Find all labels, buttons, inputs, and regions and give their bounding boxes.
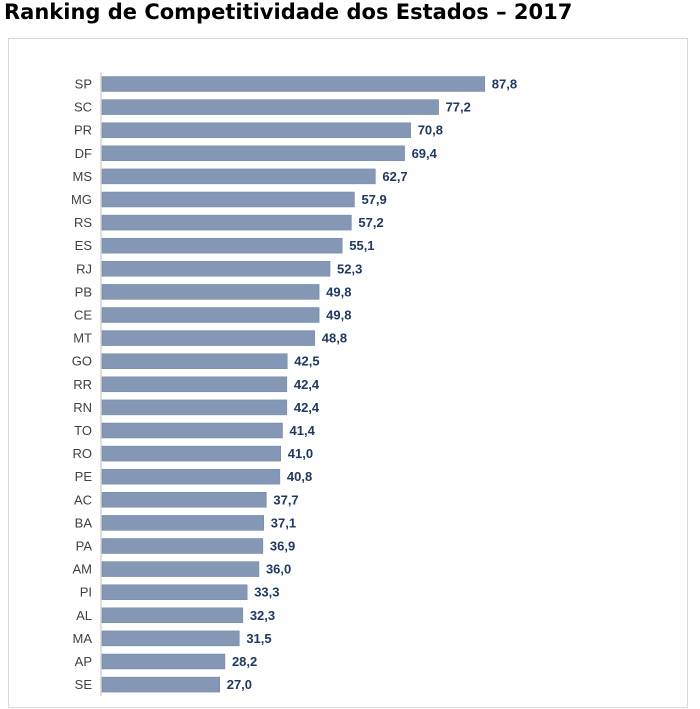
bar-df bbox=[101, 145, 405, 162]
category-label-es: ES bbox=[75, 238, 93, 253]
category-label-am: AM bbox=[73, 562, 93, 577]
value-label-rj: 52,3 bbox=[337, 261, 362, 276]
bar-pe bbox=[101, 468, 281, 485]
category-label-ap: AP bbox=[75, 654, 92, 669]
value-label-ap: 28,2 bbox=[232, 654, 257, 669]
value-label-sp: 87,8 bbox=[492, 77, 517, 92]
bar-mt bbox=[101, 330, 316, 346]
chart-title: Ranking de Competitividade dos Estados –… bbox=[4, 0, 573, 24]
bar-rj bbox=[101, 261, 331, 277]
bar-go bbox=[101, 353, 288, 369]
value-label-to: 41,4 bbox=[290, 423, 316, 438]
category-label-pr: PR bbox=[74, 123, 92, 138]
category-label-mt: MT bbox=[73, 331, 92, 346]
bar-ba bbox=[101, 515, 265, 531]
category-label-rj: RJ bbox=[76, 261, 92, 276]
bar-pr bbox=[101, 122, 411, 138]
category-label-go: GO bbox=[72, 354, 92, 369]
category-label-sp: SP bbox=[75, 77, 92, 92]
bar-to bbox=[101, 422, 283, 439]
category-label-ro: RO bbox=[73, 446, 93, 461]
value-label-es: 55,1 bbox=[349, 238, 374, 253]
bar-al bbox=[101, 607, 244, 624]
bar-pb bbox=[101, 284, 320, 300]
bar-sp bbox=[101, 76, 486, 92]
category-label-rs: RS bbox=[74, 215, 92, 230]
bar-ap bbox=[101, 653, 226, 670]
category-label-pe: PE bbox=[75, 469, 93, 484]
value-label-rr: 42,4 bbox=[294, 377, 320, 392]
value-label-rn: 42,4 bbox=[294, 400, 320, 415]
value-label-mg: 57,9 bbox=[361, 192, 386, 207]
category-label-mg: MG bbox=[71, 192, 92, 207]
value-label-pa: 36,9 bbox=[270, 539, 295, 554]
bar-sc bbox=[101, 99, 439, 115]
category-label-ce: CE bbox=[74, 308, 92, 323]
category-label-pi: PI bbox=[80, 585, 92, 600]
value-label-mt: 48,8 bbox=[322, 331, 347, 346]
category-label-ac: AC bbox=[74, 492, 92, 507]
value-label-pe: 40,8 bbox=[287, 469, 312, 484]
category-label-rr: RR bbox=[73, 377, 92, 392]
value-label-al: 32,3 bbox=[250, 608, 275, 623]
value-label-pi: 33,3 bbox=[254, 585, 279, 600]
bar-ms bbox=[101, 168, 376, 185]
value-label-pb: 49,8 bbox=[326, 284, 351, 299]
value-label-sc: 77,2 bbox=[446, 100, 471, 115]
value-label-rs: 57,2 bbox=[358, 215, 383, 230]
category-label-pb: PB bbox=[75, 284, 92, 299]
bar-se bbox=[101, 676, 220, 693]
value-label-df: 69,4 bbox=[412, 146, 438, 161]
category-label-se: SE bbox=[75, 677, 93, 692]
value-label-pr: 70,8 bbox=[418, 123, 443, 138]
category-label-ma: MA bbox=[73, 631, 93, 646]
bar-ce bbox=[101, 307, 320, 323]
value-label-ce: 49,8 bbox=[326, 308, 351, 323]
value-label-ms: 62,7 bbox=[382, 169, 407, 184]
bar-rr bbox=[101, 376, 288, 393]
category-label-ms: MS bbox=[73, 169, 93, 184]
bar-chart: SP 87,8 SC 77,2 PR 70,8 DF 69,4 MS 62,7 MG 57,9 RS 57… bbox=[71, 72, 517, 697]
bar-ac bbox=[101, 492, 267, 508]
value-label-ba: 37,1 bbox=[271, 515, 296, 530]
bar-ma bbox=[101, 630, 240, 647]
bar-es bbox=[101, 237, 343, 254]
category-label-al: AL bbox=[76, 608, 92, 623]
value-label-ma: 31,5 bbox=[246, 631, 271, 646]
value-label-am: 36,0 bbox=[266, 562, 291, 577]
value-label-se: 27,0 bbox=[227, 677, 252, 692]
category-label-sc: SC bbox=[74, 100, 92, 115]
bar-ro bbox=[101, 445, 282, 462]
value-label-go: 42,5 bbox=[294, 354, 319, 369]
category-label-df: DF bbox=[75, 146, 92, 161]
bar-rn bbox=[101, 399, 288, 416]
chart-panel: SP 87,8 SC 77,2 PR 70,8 DF 69,4 MS 62,7 MG 57,9 RS 57… bbox=[8, 38, 688, 708]
bar-pa bbox=[101, 538, 264, 554]
bar-mg bbox=[101, 191, 355, 208]
category-label-rn: RN bbox=[73, 400, 92, 415]
category-label-to: TO bbox=[74, 423, 92, 438]
bar-rs bbox=[101, 214, 352, 231]
value-label-ac: 37,7 bbox=[273, 492, 298, 507]
category-label-pa: PA bbox=[76, 539, 93, 554]
bar-pi bbox=[101, 584, 248, 600]
category-label-ba: BA bbox=[75, 515, 93, 530]
bar-am bbox=[101, 561, 260, 577]
value-label-ro: 41,0 bbox=[288, 446, 313, 461]
